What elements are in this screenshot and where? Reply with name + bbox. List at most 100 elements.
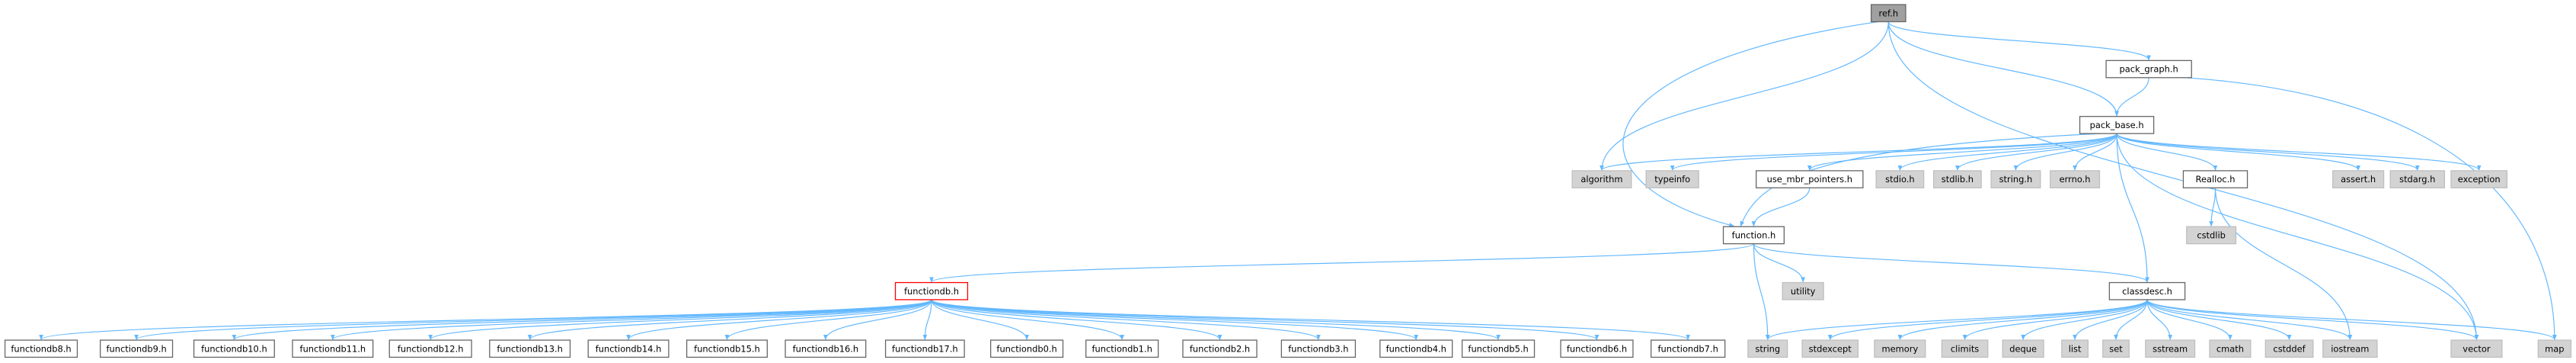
node-box xyxy=(2322,339,2378,358)
node-label: utility xyxy=(1791,286,1816,297)
edge xyxy=(922,299,932,341)
node-box xyxy=(1560,339,1634,358)
node-box xyxy=(1874,339,1926,358)
node-label: string.h xyxy=(1999,174,2033,185)
node-box xyxy=(2264,339,2314,358)
node-box xyxy=(4,339,78,358)
node-box xyxy=(1651,339,1726,358)
node-label: functiondb12.h xyxy=(398,343,464,354)
node-label: functiondb13.h xyxy=(497,343,563,354)
edge xyxy=(1897,299,2148,341)
edge xyxy=(2116,133,2218,171)
edge xyxy=(931,299,1321,341)
node-box xyxy=(1801,339,1859,358)
node-box xyxy=(489,339,571,358)
edge xyxy=(929,243,1755,283)
node-box xyxy=(2537,339,2572,358)
node-label: errno.h xyxy=(2060,174,2091,185)
edge xyxy=(931,299,1501,341)
node-box xyxy=(2079,116,2155,134)
edge xyxy=(331,299,932,341)
edge xyxy=(2114,299,2148,341)
node-label: functiondb3.h xyxy=(1288,343,1348,354)
node-box xyxy=(1280,339,1357,358)
edge xyxy=(1766,299,2148,341)
node-label: map xyxy=(2545,343,2564,354)
edge xyxy=(2116,133,2360,171)
node-label: functiondb5.h xyxy=(1468,343,1528,354)
edge xyxy=(2214,188,2353,341)
node-box xyxy=(2102,339,2130,358)
node-box xyxy=(2450,339,2503,358)
edge xyxy=(2021,299,2148,341)
node-label: set xyxy=(2109,343,2123,354)
node-box xyxy=(2105,59,2192,79)
edge xyxy=(1740,133,2101,227)
node-label: string xyxy=(1755,343,1780,354)
edge xyxy=(2209,188,2216,227)
node-label: deque xyxy=(2009,343,2037,354)
node-box xyxy=(1379,339,1453,358)
edge xyxy=(1622,21,1879,227)
node-label: functiondb4.h xyxy=(1386,343,1446,354)
node-label: functiondb11.h xyxy=(300,343,366,354)
edge xyxy=(1887,21,2479,341)
edge xyxy=(39,299,932,341)
edge xyxy=(931,299,1222,341)
edge xyxy=(527,299,932,341)
edge xyxy=(931,299,1600,341)
node-box xyxy=(884,339,965,358)
node-box xyxy=(2450,170,2507,188)
node-box xyxy=(2108,281,2186,300)
edge xyxy=(2184,77,2557,341)
node-box xyxy=(785,339,867,358)
edge xyxy=(2013,133,2117,171)
edge xyxy=(1897,133,2117,171)
edge xyxy=(232,299,932,341)
edge xyxy=(1887,21,2151,61)
node-label: stdexcept xyxy=(1809,343,1852,354)
edge xyxy=(2073,133,2117,171)
edge xyxy=(2116,133,2479,341)
edge xyxy=(724,299,932,341)
node-label: sstream xyxy=(2153,343,2188,354)
edge xyxy=(931,299,1124,341)
edge xyxy=(1751,188,1811,227)
node-label: Realloc.h xyxy=(2196,174,2236,185)
node-label: function.h xyxy=(1732,230,1776,241)
node-box xyxy=(1747,339,1788,358)
node-box xyxy=(100,339,174,358)
edge xyxy=(1753,243,2149,283)
edge xyxy=(1807,133,2117,171)
node-box xyxy=(292,339,374,358)
edge xyxy=(2146,299,2353,341)
node-box xyxy=(1461,339,1536,358)
node-box xyxy=(2002,339,2044,358)
node-label: algorithm xyxy=(1580,174,1622,185)
node-box xyxy=(193,339,275,358)
edge xyxy=(931,299,1418,341)
node-label: functiondb1.h xyxy=(1092,343,1152,354)
node-label: pack_graph.h xyxy=(2120,64,2178,75)
node-label: use_mbr_pointers.h xyxy=(1767,174,1852,185)
node-box xyxy=(894,281,969,300)
node-label: cstdlib xyxy=(2197,230,2226,241)
edge xyxy=(2116,133,2482,171)
node-box xyxy=(2145,339,2196,358)
node-label: pack_base.h xyxy=(2090,120,2144,130)
node-label: functiondb0.h xyxy=(996,343,1056,354)
edge xyxy=(2146,299,2479,341)
edge xyxy=(1962,299,2148,341)
edge xyxy=(2114,77,2149,117)
edge xyxy=(2146,299,2232,341)
node-box xyxy=(587,339,670,358)
node-box xyxy=(1871,4,1906,23)
node-box xyxy=(1722,226,1785,245)
edge xyxy=(1887,21,2119,117)
edge xyxy=(1600,21,1889,171)
edge xyxy=(2146,299,2557,341)
edge xyxy=(931,299,1690,341)
node-label: functiondb14.h xyxy=(596,343,662,354)
edge xyxy=(1827,299,2148,341)
